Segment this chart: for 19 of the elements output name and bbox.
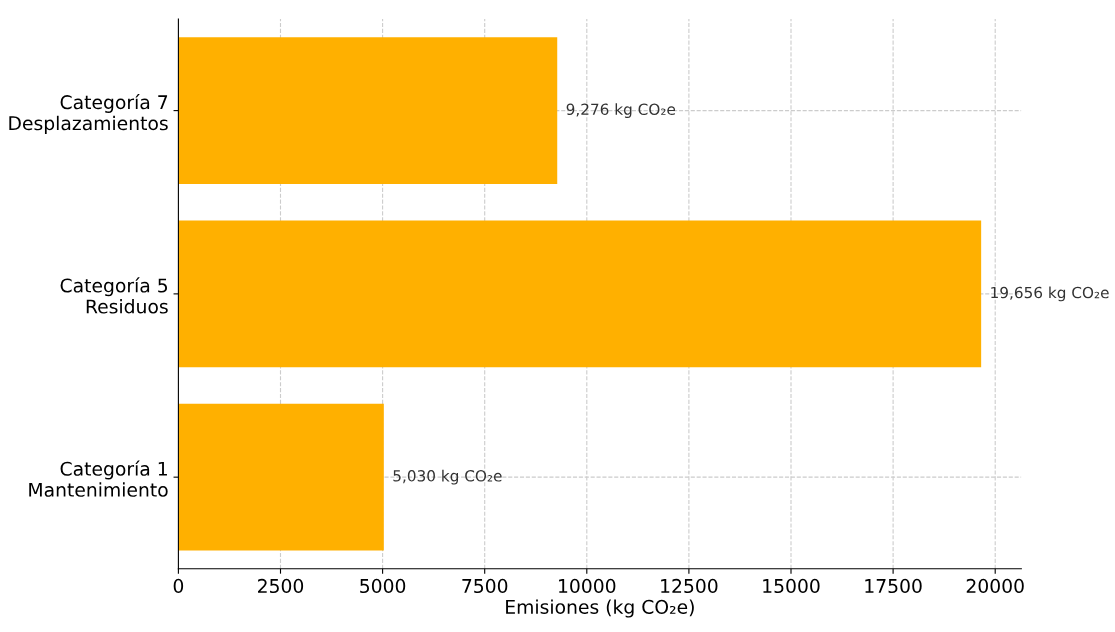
data-label: 5,030 kg CO₂e xyxy=(393,469,502,485)
x-tick-label: 10000 xyxy=(559,578,616,594)
bar xyxy=(178,37,558,184)
x-tick-label: 17500 xyxy=(865,578,922,594)
x-tick-label: 15000 xyxy=(763,578,820,594)
y-tick-label: Categoría 7 Desplazamientos xyxy=(9,94,168,134)
x-tick-label: 12500 xyxy=(661,578,718,594)
x-axis-title: Emisiones (kg CO₂e) xyxy=(506,599,694,618)
y-tick-label: Categoría 5 Residuos xyxy=(60,277,168,314)
x-tick-label: 0 xyxy=(173,578,184,594)
data-label: 19,656 kg CO₂e xyxy=(991,286,1109,302)
bar xyxy=(178,220,982,368)
x-tick-label: 5000 xyxy=(360,578,406,594)
bar xyxy=(178,403,384,551)
x-tick-label: 7500 xyxy=(462,578,508,594)
y-tick-label: Categoría 1 Mantenimiento xyxy=(29,460,168,497)
x-tick-label: 20000 xyxy=(966,578,1024,594)
data-label: 9,276 kg CO₂e xyxy=(566,103,676,118)
x-tick-label: 2500 xyxy=(258,578,304,594)
